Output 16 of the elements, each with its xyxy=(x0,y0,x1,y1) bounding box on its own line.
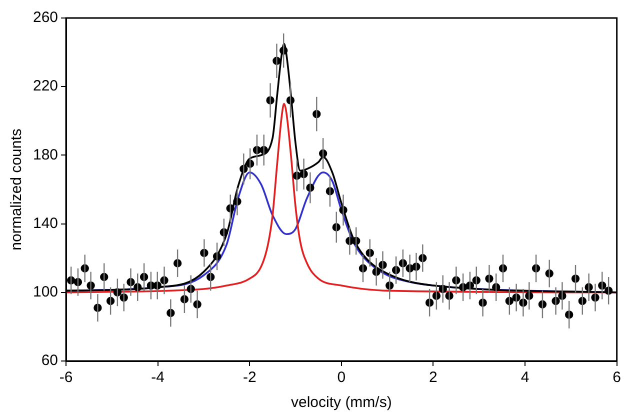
x-tick-label: -4 xyxy=(151,369,164,386)
x-tick-label: 4 xyxy=(520,369,530,386)
y-tick-label: 60 xyxy=(41,352,58,370)
y-tick-label: 220 xyxy=(32,78,58,95)
x-tick-label: -2 xyxy=(242,369,256,386)
x-tick-label: 6 xyxy=(612,369,621,386)
y-tick-label: 140 xyxy=(32,214,58,232)
x-axis-title: velocity (mm/s) xyxy=(291,394,392,412)
x-tick-label: 2 xyxy=(429,369,438,386)
y-axis-title: normalized counts xyxy=(8,128,26,250)
x-tick-label: -6 xyxy=(59,369,73,386)
y-tick-label: 180 xyxy=(32,146,58,164)
y-tick-label: 100 xyxy=(32,284,58,301)
y-tick-label: 260 xyxy=(32,9,58,26)
line-series xyxy=(66,102,617,294)
x-tick-label: 0 xyxy=(337,369,346,386)
